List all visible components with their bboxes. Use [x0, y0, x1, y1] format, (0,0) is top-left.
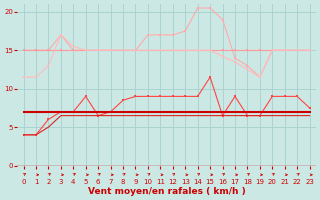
X-axis label: Vent moyen/en rafales ( km/h ): Vent moyen/en rafales ( km/h ): [88, 187, 245, 196]
